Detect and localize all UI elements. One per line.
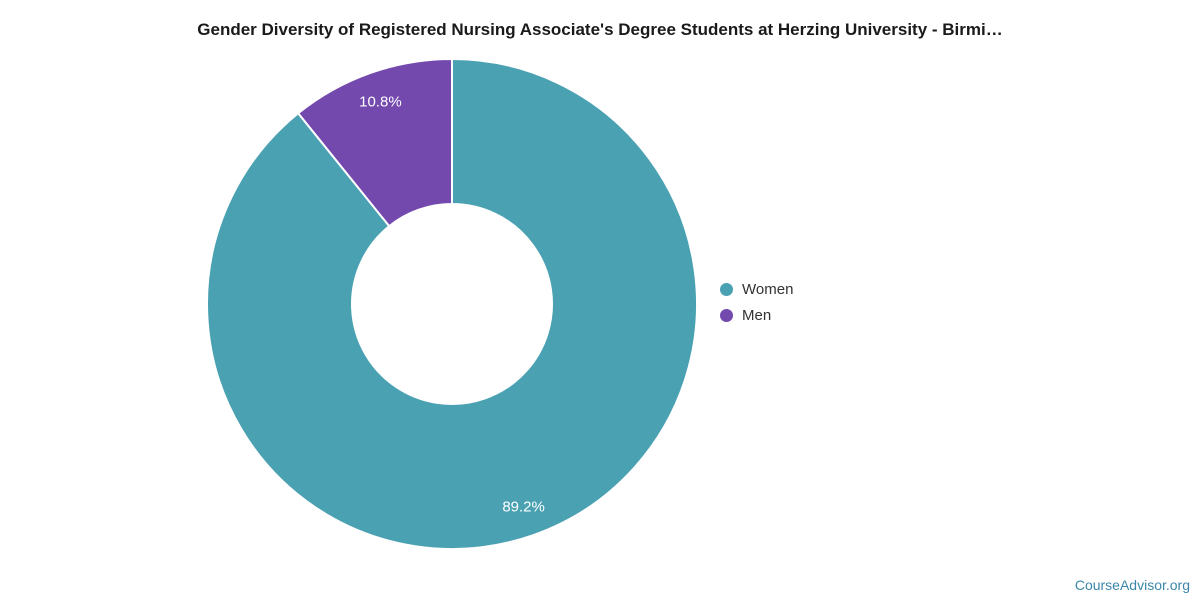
legend-swatch-icon	[720, 309, 733, 322]
chart-title: Gender Diversity of Registered Nursing A…	[197, 20, 1003, 39]
watermark-link[interactable]: CourseAdvisor.org	[1074, 577, 1190, 593]
slice-women[interactable]	[206, 58, 698, 550]
legend-swatch-icon	[720, 283, 733, 296]
slice-men[interactable]	[297, 58, 453, 228]
legend-label: Men	[742, 307, 772, 324]
legend: Women Men	[720, 279, 793, 326]
legend-label: Women	[742, 281, 794, 298]
slice-value-label: 10.8%	[359, 93, 402, 110]
legend-item-men[interactable]: Men	[720, 305, 793, 326]
legend-item-women[interactable]: Women	[720, 279, 793, 300]
slice-value-label: 89.2%	[502, 499, 545, 516]
